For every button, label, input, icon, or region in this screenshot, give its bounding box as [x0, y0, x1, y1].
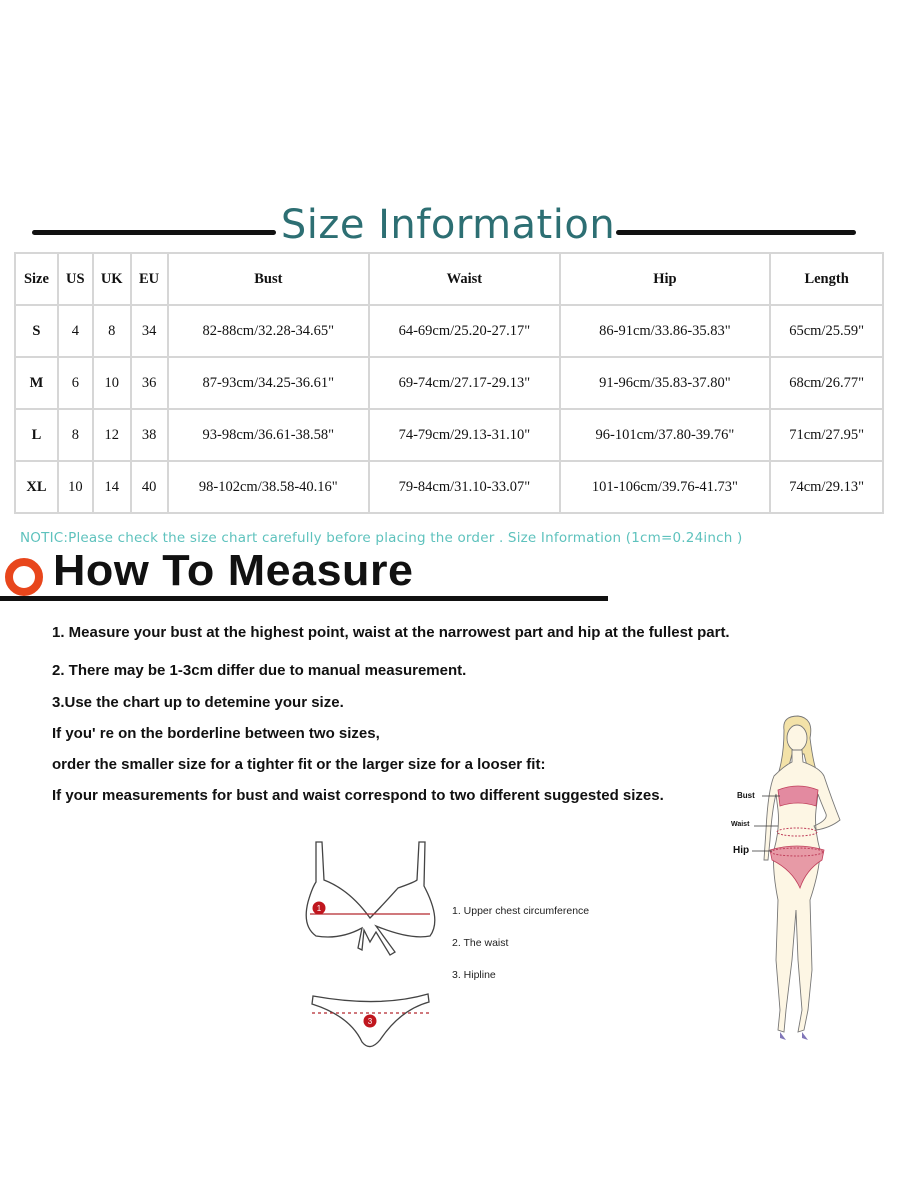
- table-cell: 82-88cm/32.28-34.65": [166, 304, 371, 358]
- title-divider-right: [616, 230, 856, 235]
- column-header: US: [56, 252, 94, 306]
- table-cell: 87-93cm/34.25-36.61": [166, 356, 371, 410]
- table-cell: 6: [56, 356, 94, 410]
- table-cell: M: [14, 356, 59, 410]
- table-cell: 68cm/26.77": [769, 356, 884, 410]
- table-cell: 86-91cm/33.86-35.83": [558, 304, 772, 358]
- marker-1: [312, 901, 326, 915]
- legend-item: 3. Hipline: [452, 969, 496, 981]
- instruction-line: 2. There may be 1-3cm differ due to manu…: [52, 662, 467, 679]
- figure-label-hip: Hip: [733, 845, 750, 856]
- table-cell: XL: [14, 460, 59, 514]
- table-cell: 34: [129, 304, 169, 358]
- table-header-row: Size US UK EU Bust Waist Hip Length: [14, 252, 884, 306]
- column-header: Size: [14, 252, 59, 306]
- section-divider: [0, 596, 608, 601]
- table-cell: 93-98cm/36.61-38.58": [166, 408, 371, 462]
- page-title: Size Information: [280, 202, 616, 248]
- notice-text: NOTIC:Please check the size chart carefu…: [20, 530, 743, 546]
- bikini-diagram: 1 3: [305, 841, 436, 1048]
- instruction-line: 1. Measure your bust at the highest poin…: [52, 624, 730, 641]
- figure-label-waist: Waist: [731, 821, 750, 828]
- table-row: L 8 12 38 93-98cm/36.61-38.58" 74-79cm/29.13-…: [14, 408, 884, 462]
- table-cell: 4: [56, 304, 94, 358]
- table-cell: 38: [129, 408, 169, 462]
- table-cell: 36: [129, 356, 169, 410]
- column-header: Bust: [166, 252, 371, 306]
- title-divider-left: [32, 230, 276, 235]
- table-row: XL 10 14 40 98-102cm/38.58-40.16" 79-84cm/31.…: [14, 460, 884, 514]
- table-cell: 14: [91, 460, 132, 514]
- table-cell: 65cm/25.59": [769, 304, 884, 358]
- marker-3-label: 3: [368, 1017, 373, 1026]
- section-title: How To Measure: [53, 546, 414, 595]
- figure-illustration: [752, 715, 841, 1040]
- table-cell: 79-84cm/31.10-33.07": [368, 460, 561, 514]
- column-header: Waist: [368, 252, 561, 306]
- table-cell: 64-69cm/25.20-27.17": [368, 304, 561, 358]
- table-cell: 91-96cm/35.83-37.80": [558, 356, 772, 410]
- table-cell: 8: [56, 408, 94, 462]
- table-cell: 96-101cm/37.80-39.76": [558, 408, 772, 462]
- table-cell: 74-79cm/29.13-31.10": [368, 408, 561, 462]
- table-cell: 74cm/29.13": [769, 460, 884, 514]
- table-cell: 71cm/27.95": [769, 408, 884, 462]
- figure-label-bust: Bust: [737, 791, 755, 800]
- instruction-line: If you' re on the borderline between two…: [52, 725, 380, 742]
- column-header: EU: [129, 252, 169, 306]
- table-cell: 98-102cm/38.58-40.16": [166, 460, 371, 514]
- table-cell: 10: [91, 356, 132, 410]
- column-header: UK: [91, 252, 132, 306]
- table-cell: 40: [129, 460, 169, 514]
- legend-item: 1. Upper chest circumference: [452, 905, 590, 917]
- size-chart-table: Size US UK EU Bust Waist Hip Length S 4 8 34 82-88c…: [14, 252, 884, 514]
- marker-3: [363, 1014, 377, 1028]
- circle-bullet-icon: [5, 558, 43, 596]
- instruction-line: If your measurements for bust and waist …: [52, 787, 664, 804]
- table-cell: L: [14, 408, 59, 462]
- table-cell: 10: [56, 460, 94, 514]
- legend-item: 2. The waist: [452, 937, 509, 949]
- table-cell: 8: [91, 304, 132, 358]
- column-header: Hip: [558, 252, 772, 306]
- table-cell: 101-106cm/39.76-41.73": [558, 460, 772, 514]
- marker-1-label: 1: [317, 904, 322, 913]
- table-cell: 69-74cm/27.17-29.13": [368, 356, 561, 410]
- size-information-header: Size Information: [0, 200, 900, 260]
- column-header: Length: [769, 252, 884, 306]
- instruction-line: 3.Use the chart up to detemine your size…: [52, 694, 344, 711]
- instruction-line: order the smaller size for a tighter fit…: [52, 756, 546, 773]
- table-cell: S: [14, 304, 59, 358]
- table-row: S 4 8 34 82-88cm/32.28-34.65" 64-69cm/25.20-2…: [14, 304, 884, 358]
- table-row: M 6 10 36 87-93cm/34.25-36.61" 69-74cm/27.17-…: [14, 356, 884, 410]
- table-cell: 12: [91, 408, 132, 462]
